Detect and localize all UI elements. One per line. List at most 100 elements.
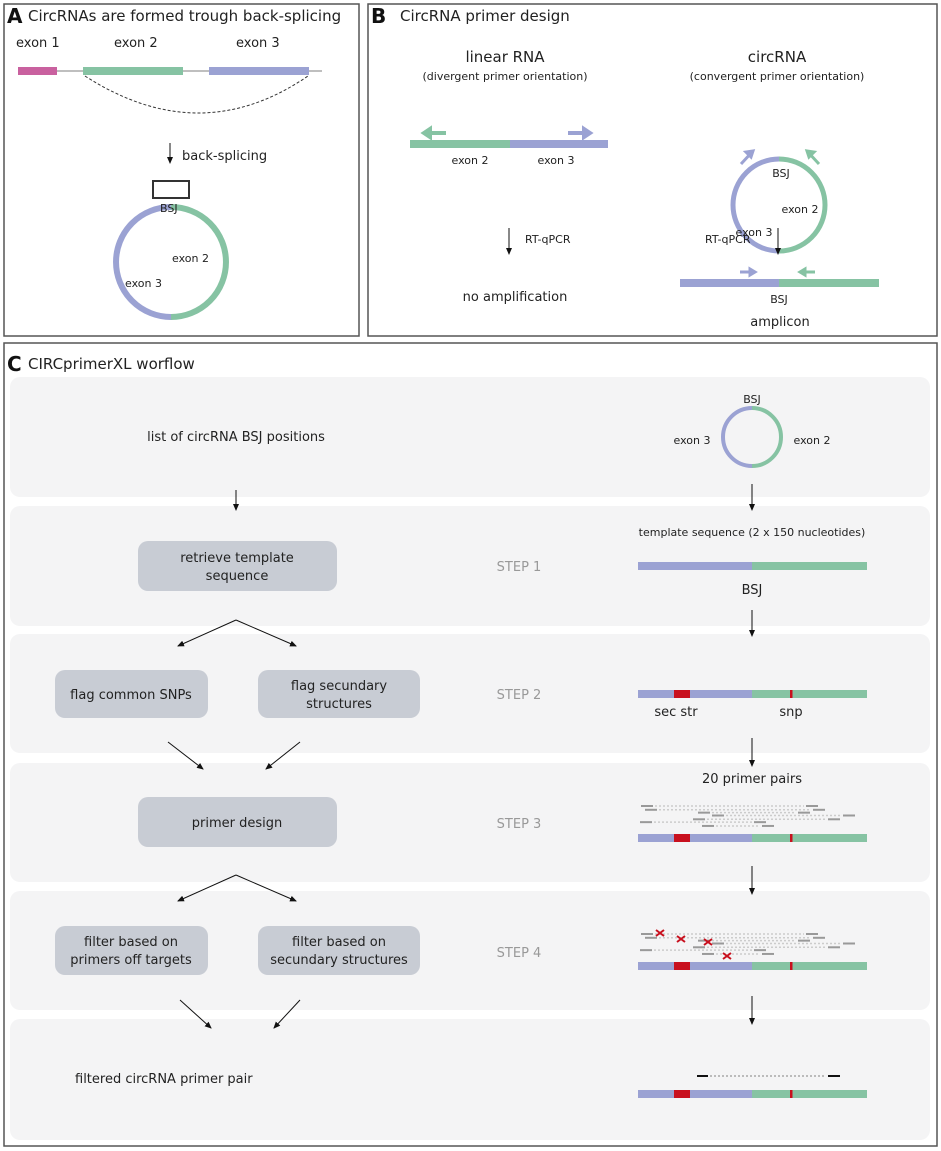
panel-a-label: A [7, 4, 23, 28]
exon3-segment [638, 562, 752, 570]
circ-reverse-primer-icon [804, 149, 821, 166]
backsplice-curve [84, 75, 309, 114]
row-step3 [10, 763, 930, 882]
reverse-primer-arrow-icon [420, 125, 446, 141]
linear-exon3-label: exon 3 [538, 154, 575, 167]
template-bar-1 [638, 562, 867, 570]
step1-label: STEP 1 [497, 560, 542, 575]
circ-exon2-label: exon 2 [172, 252, 209, 265]
secondary-structure-mark [674, 962, 690, 970]
branch-arrow-icon [235, 874, 297, 902]
linear-exon3-bar [510, 140, 608, 148]
circ-exon3-label: exon 3 [125, 277, 162, 290]
linear-exon2-label: exon 2 [452, 154, 489, 167]
circ-subtitle: (convergent primer orientation) [690, 70, 865, 83]
secondary-structure-mark [674, 690, 690, 698]
exon2-segment [752, 562, 867, 570]
snp-mark [790, 1090, 793, 1098]
small-circ-exon3-label: exon 3 [674, 434, 711, 447]
circ-title: circRNA [748, 48, 807, 66]
circ-exon2-label: exon 2 [782, 203, 819, 216]
rtqpcr-left-label: RT-qPCR [525, 233, 571, 246]
back-splicing-label: back-splicing [182, 149, 267, 164]
flag-snps-box [55, 670, 208, 718]
row-input [10, 377, 930, 497]
step2-label: STEP 2 [497, 688, 542, 703]
amplicon-bsj-label: BSJ [770, 293, 788, 306]
snp-label: snp [779, 705, 802, 720]
exon2-segment [752, 1090, 867, 1098]
exon3-segment [638, 1090, 752, 1098]
merge-arrow-icon [273, 999, 301, 1029]
small-circ-exon2-arc [751, 406, 783, 468]
amplicon-exon3-bar [680, 279, 779, 287]
merge-arrow-icon [167, 741, 204, 770]
linear-title: linear RNA [465, 48, 545, 66]
secondary-structure-mark [674, 834, 690, 842]
exon3-bar [209, 67, 309, 75]
panel-b-label: B [371, 4, 386, 28]
filter-off-target-box [55, 926, 208, 975]
panel-c: C CIRCprimerXL worflow list of circRNA B… [3, 342, 938, 1147]
retrieve-template-label-1: retrieve template [180, 551, 294, 566]
panel-b: B CircRNA primer design linear RNA (dive… [367, 3, 938, 337]
branch-arrow-icon [235, 619, 297, 647]
panel-c-title: CIRCprimerXL worflow [28, 355, 195, 373]
template-bar-3 [638, 834, 867, 842]
panel-c-label: C [7, 352, 22, 376]
merge-arrow-icon [265, 741, 301, 770]
step4-label: STEP 4 [497, 946, 542, 961]
exon2-segment [752, 690, 867, 698]
rejected-x-icon [676, 935, 686, 943]
exon1-bar [18, 67, 57, 75]
row-step2 [10, 634, 930, 753]
rejected-x-icon [703, 938, 713, 946]
bsj1-label: BSJ [742, 583, 763, 598]
primer-design-box [138, 797, 337, 847]
small-circ-exon2-label: exon 2 [794, 434, 831, 447]
exon2-label: exon 2 [114, 36, 158, 51]
retrieve-template-box [138, 541, 337, 591]
flag-secondary-label-1: flag secundary [291, 679, 387, 694]
panel-a: A CircRNAs are formed trough back-splici… [3, 3, 360, 337]
primer-pairs-label: 20 primer pairs [702, 772, 802, 787]
snp-mark [790, 834, 793, 842]
circ-exon2-arc [778, 156, 828, 254]
rejected-x-icon [722, 952, 732, 960]
exon2-bar [83, 67, 183, 75]
filter-secondary-label-1: filter based on [292, 935, 386, 950]
flag-secondary-box [258, 670, 420, 718]
merge-arrow-icon [179, 999, 212, 1029]
circ-exon3-label: exon 3 [736, 226, 773, 239]
flag-snps-label: flag common SNPs [70, 688, 192, 703]
exon1-label: exon 1 [16, 36, 60, 51]
snp-mark [790, 690, 793, 698]
filtered-primer-pairs [640, 929, 855, 960]
rtqpcr-right-label: RT-qPCR [705, 233, 751, 246]
template-bar-2 [638, 690, 867, 698]
filter-off-target-label-1: filter based on [84, 935, 178, 950]
snp-mark [790, 962, 793, 970]
amplicon-forward-primer-icon [740, 266, 758, 278]
amplicon-exon2-bar [779, 279, 879, 287]
template-label: template sequence (2 x 150 nucleotides) [639, 526, 866, 539]
forward-primer-arrow-icon [568, 125, 594, 141]
row-step1 [10, 506, 930, 626]
step3-label: STEP 3 [497, 817, 542, 832]
branch-arrow-icon [177, 619, 237, 647]
row-output [10, 1019, 930, 1140]
sec-str-label: sec str [654, 705, 698, 720]
no-amplification-label: no amplification [463, 290, 568, 305]
exon3-segment [638, 690, 752, 698]
exon3-label: exon 3 [236, 36, 280, 51]
secondary-structure-mark [674, 1090, 690, 1098]
output-label: filtered circRNA primer pair [75, 1072, 253, 1087]
filter-secondary-label-2: secundary structures [270, 953, 408, 968]
retrieve-template-label-2: sequence [206, 569, 269, 584]
amplicon-label: amplicon [750, 315, 809, 330]
small-circ-bsj-label: BSJ [743, 393, 761, 406]
rejected-x-icon [655, 929, 665, 937]
panel-b-title: CircRNA primer design [400, 7, 570, 25]
exon3-segment [638, 834, 752, 842]
